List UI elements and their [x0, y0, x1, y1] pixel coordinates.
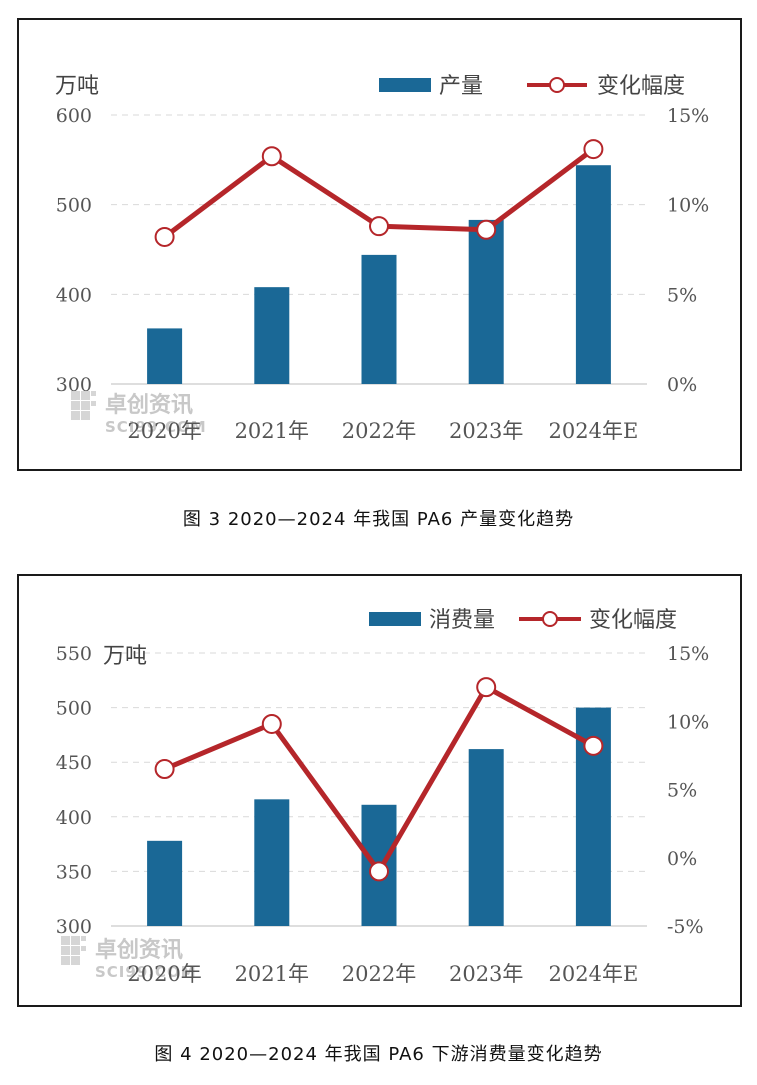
- y2-axis-tick-label: -5%: [667, 916, 704, 938]
- watermark-square: [91, 391, 96, 396]
- watermark-square: [81, 411, 90, 420]
- watermark-square: [81, 401, 90, 410]
- x-axis-category-label: 2021年: [235, 419, 309, 443]
- bar: [254, 799, 290, 926]
- y-axis-tick-label: 500: [56, 195, 92, 217]
- watermark-text-en: SCI99.COM: [105, 418, 207, 436]
- figure-caption-4: 图 4 2020—2024 年我国 PA6 下游消费量变化趋势: [154, 1044, 603, 1065]
- change-rate-point: [369, 216, 389, 237]
- legend-line-label: 变化幅度: [597, 74, 685, 99]
- watermark-square: [71, 401, 80, 410]
- bar: [361, 254, 397, 384]
- y-axis-tick-label: 550: [56, 643, 92, 665]
- watermark-square: [71, 391, 80, 400]
- y-axis-tick-label: 500: [56, 698, 92, 720]
- y2-axis-tick-label: 0%: [667, 848, 697, 870]
- y-axis-unit-label: 万吨: [55, 74, 99, 99]
- watermark-square: [61, 956, 70, 965]
- watermark-square: [71, 946, 80, 955]
- legend-bar-label: 消费量: [429, 608, 495, 633]
- y2-axis-tick-label: 10%: [667, 195, 709, 217]
- x-axis-category-label: 2024年E: [549, 962, 639, 986]
- legend-line-marker: [549, 77, 565, 93]
- y-axis-tick-label: 300: [56, 916, 92, 938]
- y2-axis-tick-label: 15%: [667, 643, 709, 665]
- change-rate-point: [154, 759, 175, 780]
- change-rate-point: [476, 219, 497, 240]
- y-axis-tick-label: 400: [56, 807, 92, 829]
- watermark-square: [61, 936, 70, 945]
- change-rate-point: [369, 861, 389, 882]
- x-axis-category-label: 2021年: [235, 962, 309, 986]
- y-axis-tick-label: 300: [56, 374, 92, 396]
- watermark-square: [71, 936, 80, 945]
- production-chart: 300 400 500 600 0% 5% 10% 15% 卓创资讯SCI99.COM2020年…: [55, 74, 709, 443]
- consumption-chart: 300 350 400 450 500 550 -5% 0% 5% 10% 15% 卓创资讯SCI99…: [56, 608, 710, 986]
- change-rate-point: [154, 226, 175, 247]
- y2-axis-tick-label: 5%: [667, 780, 697, 802]
- x-axis-category-label: 2022年: [342, 419, 416, 443]
- y-axis-tick-label: 350: [56, 861, 92, 883]
- x-axis-category-label: 2020年: [127, 419, 201, 443]
- figure-caption-3: 图 3 2020—2024 年我国 PA6 产量变化趋势: [182, 509, 575, 530]
- watermark-square: [81, 936, 86, 941]
- x-axis-category-label: 2023年: [449, 962, 523, 986]
- watermark-square: [81, 391, 90, 400]
- y-axis-tick-label: 450: [56, 752, 92, 774]
- legend-bar-swatch: [369, 612, 421, 626]
- y2-axis-tick-label: 10%: [667, 711, 709, 733]
- bar: [468, 219, 504, 384]
- watermark-square: [81, 946, 86, 951]
- watermark-logo: [61, 936, 86, 965]
- legend-line-label: 变化幅度: [589, 608, 677, 633]
- x-axis-category-label: 2020年: [127, 962, 201, 986]
- legend-bar-label: 产量: [439, 74, 483, 99]
- bar: [468, 749, 504, 926]
- watermark-text-cn: 卓创资讯: [105, 393, 193, 418]
- watermark-text-cn: 卓创资讯: [95, 938, 183, 963]
- y2-axis-tick-label: 15%: [667, 105, 709, 127]
- y2-axis-tick-label: 0%: [667, 374, 697, 396]
- x-axis-category-label: 2022年: [342, 962, 416, 986]
- watermark-square: [71, 956, 80, 965]
- watermark-square: [61, 946, 70, 955]
- change-rate-point: [583, 735, 604, 756]
- chart-panel-production: 300 400 500 600 0% 5% 10% 15% 卓创资讯 SCI99.COM 2020年…: [17, 18, 742, 471]
- legend-line-marker: [542, 611, 558, 627]
- watermark-logo: [71, 391, 96, 420]
- bar: [147, 328, 183, 384]
- y2-axis-tick-label: 5%: [667, 284, 697, 306]
- watermark-square: [71, 411, 80, 420]
- y-axis-unit-label: 万吨: [103, 644, 147, 669]
- x-axis-category-label: 2024年E: [549, 419, 639, 443]
- bar: [575, 165, 611, 384]
- legend-bar-swatch: [379, 78, 431, 92]
- x-axis-category-label: 2023年: [449, 419, 523, 443]
- watermark-text-en: SCI99.COM: [95, 963, 197, 981]
- bar: [254, 287, 290, 384]
- change-rate-point: [261, 713, 282, 734]
- change-rate-point: [583, 139, 604, 160]
- y-axis-tick-label: 600: [56, 105, 92, 127]
- y-axis-tick-label: 400: [56, 284, 92, 306]
- bar: [147, 840, 183, 926]
- watermark-square: [91, 401, 96, 406]
- chart-panel-consumption: 300 350 400 450 500 550 -5% 0% 5% 10% 15% 卓创资讯 SCI99…: [17, 574, 742, 1007]
- change-rate-point: [261, 146, 282, 167]
- change-rate-point: [476, 677, 497, 698]
